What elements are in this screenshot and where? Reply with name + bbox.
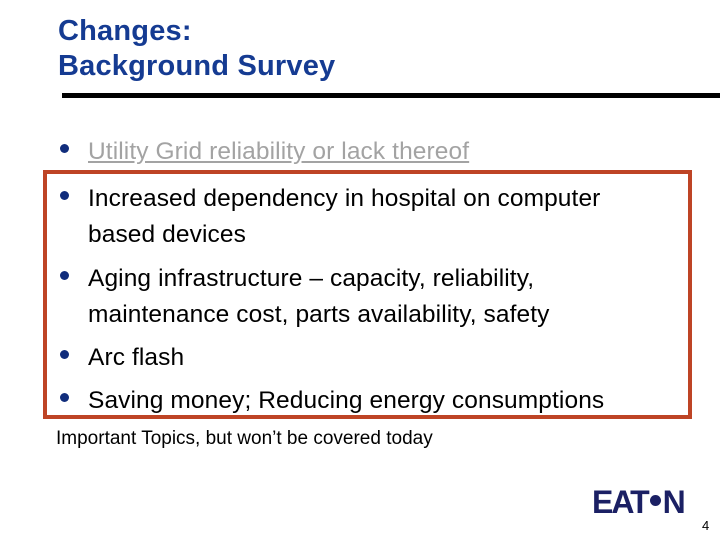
page-title: Changes: Background Survey xyxy=(58,14,335,84)
page-number: 4 xyxy=(702,518,710,533)
bullet-item-arc-flash: Arc flash xyxy=(60,340,696,376)
bullet-item-increased-dependency: Increased dependency in hospital on comp… xyxy=(60,181,696,253)
bullet-item-saving-money: Saving money; Reducing energy consumptio… xyxy=(60,383,696,419)
bullet-icon xyxy=(60,271,69,280)
bullet-text: Increased dependency in hospital on comp… xyxy=(88,185,601,248)
bullet-text: Arc flash xyxy=(88,344,185,371)
eaton-logo-dot-icon xyxy=(649,495,661,506)
bullet-text: Aging infrastructure – capacity, reliabi… xyxy=(88,265,550,328)
bullet-icon xyxy=(60,144,69,153)
bullet-text: Saving money; Reducing energy consumptio… xyxy=(88,387,605,414)
eaton-logo-text-right: N xyxy=(662,484,686,520)
bullet-icon xyxy=(60,191,69,200)
bullet-icon xyxy=(60,393,69,402)
page-title-line-2: Background Survey xyxy=(58,50,336,82)
bullet-item-utility-grid: Utility Grid reliability or lack thereof xyxy=(60,134,696,170)
eaton-logo: EAT N xyxy=(592,484,686,520)
bullet-icon xyxy=(60,350,69,359)
bullet-item-aging-infrastructure: Aging infrastructure – capacity, reliabi… xyxy=(60,261,696,333)
footnote-text: Important Topics, but won’t be covered t… xyxy=(56,428,433,449)
bullet-text: Utility Grid reliability or lack thereof xyxy=(88,138,470,165)
page-title-line-1: Changes: xyxy=(58,15,192,47)
title-underline-rule xyxy=(62,93,720,98)
eaton-logo-text-left: EAT xyxy=(592,484,650,520)
